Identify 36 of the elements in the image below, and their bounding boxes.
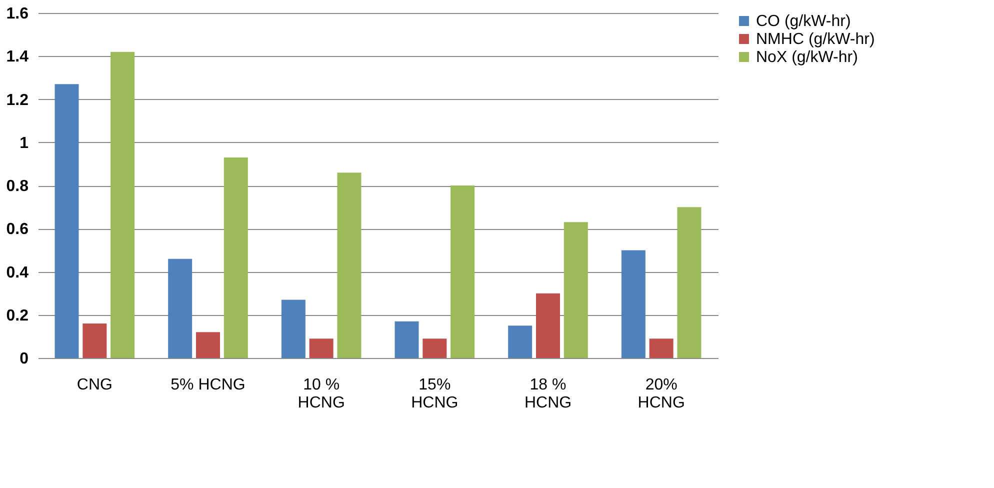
bar: [110, 52, 135, 358]
bar: [564, 222, 588, 358]
x-tick-label: 18 % HCNG: [524, 376, 572, 412]
legend-label: NMHC (g/kW-hr): [756, 31, 875, 48]
bar: [54, 84, 79, 358]
bar: [677, 207, 702, 358]
bar: [536, 293, 560, 358]
y-tick-label: 0.6: [6, 221, 29, 238]
bar: [196, 332, 220, 358]
legend-label: CO (g/kW-hr): [756, 13, 851, 30]
x-tick-label: 15% HCNG: [411, 376, 458, 412]
y-tick-label: 1: [20, 134, 29, 152]
bar: [168, 258, 192, 358]
y-tick-label: 1.6: [6, 6, 29, 22]
bar: [82, 324, 107, 358]
bar: [224, 157, 248, 358]
x-tick-label: 20% HCNG: [638, 376, 685, 412]
x-tick-label: CNG: [76, 376, 112, 394]
y-tick-label: 0.8: [6, 178, 29, 195]
y-tick-label: 1.2: [6, 92, 29, 109]
bar: [394, 321, 419, 358]
y-tick-label: 0: [20, 350, 29, 368]
x-tick-label: 5% HCNG: [170, 376, 246, 394]
x-tick-label: 10 % HCNG: [298, 376, 345, 412]
bar: [309, 338, 334, 358]
bar: [508, 326, 532, 358]
y-tick-label: 0.2: [6, 307, 29, 324]
bar: [450, 186, 475, 358]
bar: [621, 250, 646, 358]
bar: [337, 172, 362, 358]
bar: [281, 300, 306, 358]
legend-label: NoX (g/kW-hr): [756, 49, 858, 66]
bar: [649, 338, 674, 358]
y-tick-label: 0.4: [6, 264, 29, 282]
y-tick-label: 1.4: [6, 48, 29, 66]
bar: [422, 338, 447, 358]
